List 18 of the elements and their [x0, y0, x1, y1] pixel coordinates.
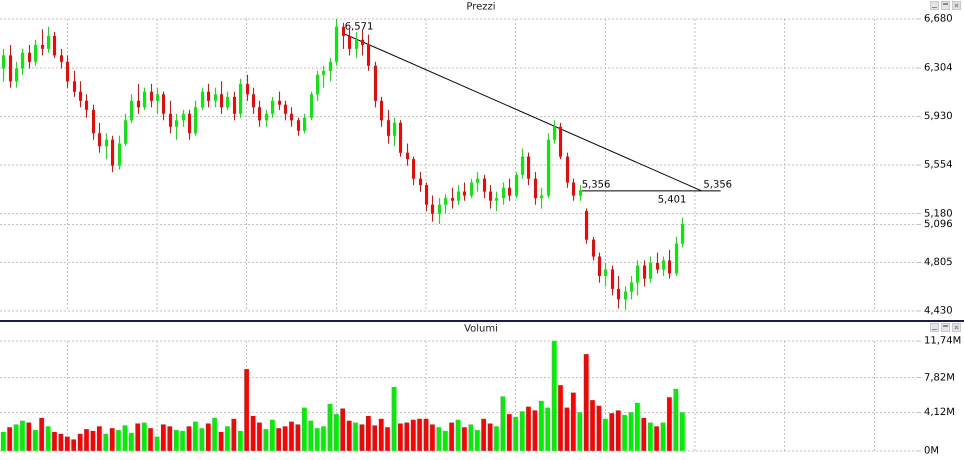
- y-tick-label: 7,82M: [924, 372, 955, 384]
- y-tick-label: 4,430: [924, 306, 953, 317]
- y-tick-label: 5,930: [924, 110, 953, 122]
- y-tick-label: 11,74M: [924, 336, 962, 347]
- annotation: 5,401: [658, 194, 686, 206]
- y-tick-label: 6,304: [924, 62, 953, 74]
- y-tick-label: 5,096: [924, 219, 953, 230]
- chart-title: Volumi: [464, 324, 498, 335]
- y-tick-label: 0M: [924, 446, 939, 457]
- data-label: 5,356: [582, 179, 610, 190]
- chart-title: Prezzi: [466, 2, 496, 13]
- y-tick-label: 6,680: [924, 14, 953, 25]
- data-label: 6,571: [344, 22, 374, 33]
- y-tick-label: 5,180: [924, 208, 953, 220]
- data-label: 5,356: [703, 179, 732, 190]
- y-tick-label: 5,554: [924, 160, 953, 171]
- y-tick-label: 4,12M: [924, 406, 955, 418]
- y-tick-label: 4,805: [924, 256, 953, 268]
